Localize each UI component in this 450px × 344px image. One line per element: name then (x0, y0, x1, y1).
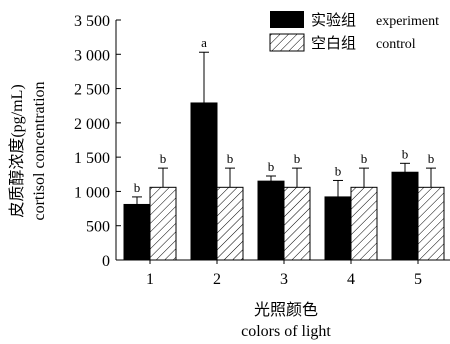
x-tick-label-1: 1 (146, 271, 154, 288)
significance-label-experiment-1: b (134, 180, 141, 195)
x-axis-label-en: colors of light (241, 323, 331, 340)
significance-label-control-3: b (294, 151, 301, 166)
legend-swatch-experiment (270, 11, 304, 28)
x-axis-label-zh: 光照颜色 (254, 301, 318, 319)
bar-experiment-3 (257, 180, 285, 261)
y-tick-label-500: 500 (86, 219, 110, 236)
bar-experiment-1 (123, 203, 151, 261)
significance-label-control-2: b (227, 151, 234, 166)
legend-label-control-en: control (376, 37, 416, 52)
bar-control-5 (417, 186, 445, 261)
bar-control-3 (283, 186, 311, 261)
y-tick-label-1000: 1 000 (74, 184, 110, 201)
y-tick-label-1500: 1 500 (74, 150, 110, 167)
legend-label-experiment-en: experiment (376, 14, 439, 29)
x-tick-label-4: 4 (347, 271, 355, 288)
plot-area: b b 1 a b 2 b b 3 b b 4 b b 5 0 500 1 000 1 500 2 000 2 500 3… (74, 13, 450, 288)
legend: 实验组 experiment 空白组 control (269, 11, 439, 52)
significance-label-experiment-2: a (201, 35, 207, 50)
y-tick-label-2000: 2 000 (74, 116, 110, 133)
significance-label-experiment-5: b (402, 146, 409, 161)
legend-swatch-control (269, 33, 305, 52)
significance-label-experiment-4: b (335, 163, 342, 178)
legend-label-control-zh: 空白组 (311, 35, 356, 52)
y-axis-label-zh: 皮质醇浓度(pg/mL) (8, 84, 26, 217)
significance-label-experiment-3: b (268, 159, 275, 174)
legend-label-experiment-zh: 实验组 (311, 12, 356, 29)
bar-control-1 (149, 186, 177, 261)
y-tick-label-2500: 2 500 (74, 82, 110, 99)
x-tick-label-3: 3 (280, 271, 288, 288)
bar-experiment-2 (190, 102, 218, 261)
bar-experiment-4 (324, 196, 352, 261)
x-tick-label-5: 5 (414, 271, 422, 288)
bar-experiment-5 (391, 171, 419, 261)
y-axis-label-en: cortisol concentration (31, 81, 48, 220)
significance-label-control-4: b (361, 151, 368, 166)
y-tick-label-0: 0 (102, 253, 110, 270)
y-tick-label-3500: 3 500 (74, 13, 110, 30)
bar-control-2 (216, 186, 244, 261)
significance-label-control-1: b (160, 151, 167, 166)
y-tick-label-3000: 3 000 (74, 47, 110, 64)
x-tick-label-2: 2 (213, 271, 221, 288)
significance-label-control-5: b (428, 151, 435, 166)
bar-control-4 (350, 186, 378, 261)
